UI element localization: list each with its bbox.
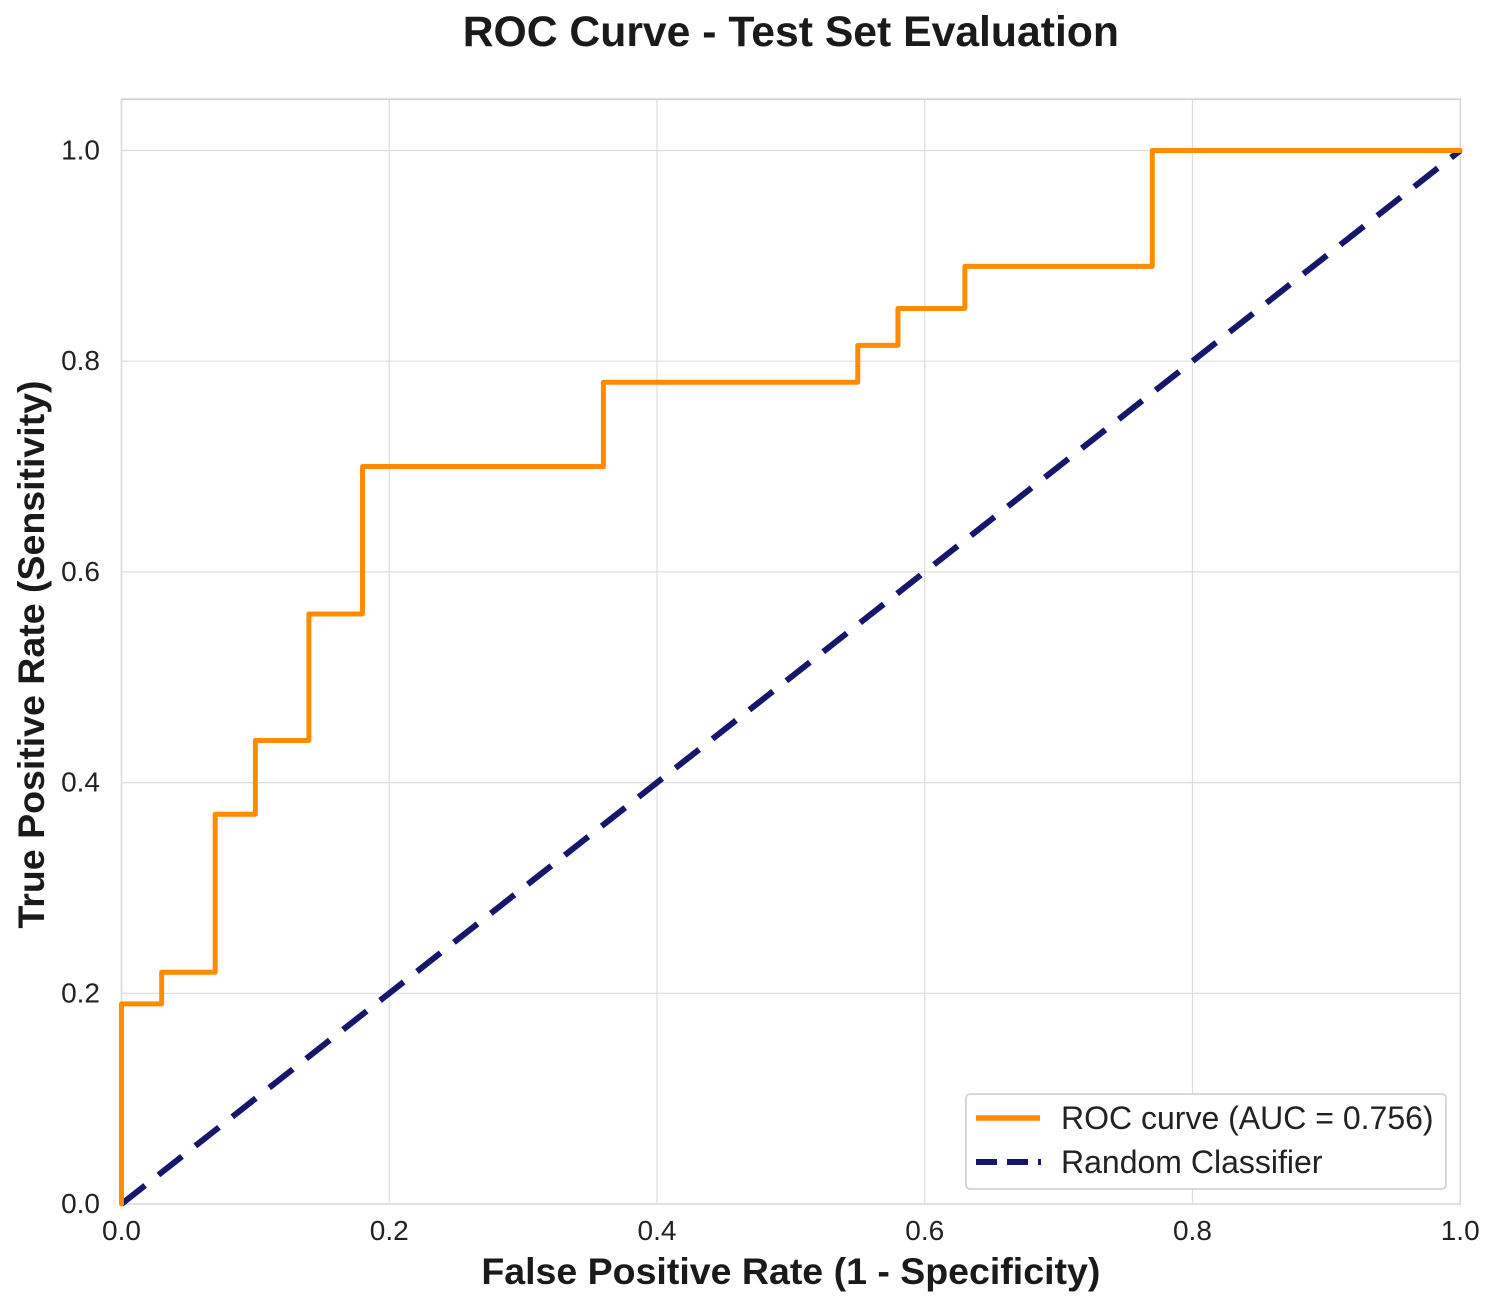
svg-text:1.0: 1.0 (1441, 1215, 1480, 1246)
svg-text:ROC curve (AUC = 0.756): ROC curve (AUC = 0.756) (1061, 1100, 1434, 1136)
svg-text:Random Classifier: Random Classifier (1061, 1144, 1323, 1180)
svg-text:0.2: 0.2 (370, 1215, 409, 1246)
svg-text:0.8: 0.8 (1173, 1215, 1212, 1246)
svg-text:0.4: 0.4 (638, 1215, 677, 1246)
svg-text:0.4: 0.4 (61, 767, 100, 798)
svg-text:1.0: 1.0 (61, 135, 100, 166)
svg-text:0.0: 0.0 (102, 1215, 141, 1246)
svg-text:0.8: 0.8 (61, 345, 100, 376)
svg-text:0.6: 0.6 (61, 556, 100, 587)
svg-text:0.2: 0.2 (61, 977, 100, 1008)
svg-text:0.6: 0.6 (905, 1215, 944, 1246)
svg-text:0.0: 0.0 (61, 1188, 100, 1219)
